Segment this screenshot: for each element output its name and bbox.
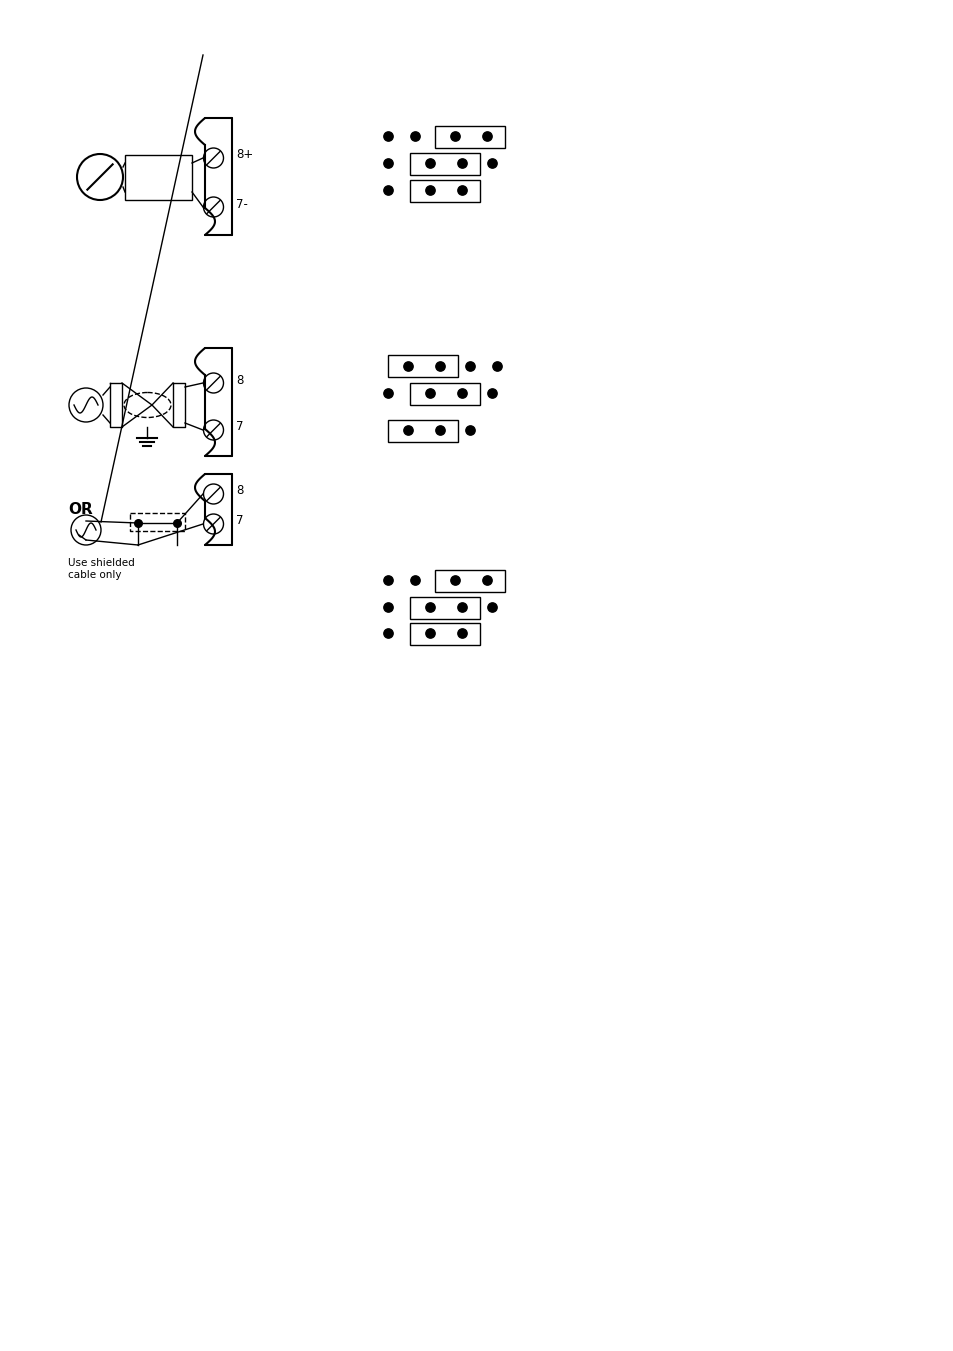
Bar (435, 570, 504, 592)
Point (380, 153, 395, 174)
Point (380, 180, 395, 201)
Point (432, 355, 447, 377)
Text: 7: 7 (235, 515, 243, 527)
Point (422, 596, 437, 617)
Point (380, 382, 395, 404)
Point (454, 382, 469, 404)
Point (422, 153, 437, 174)
Text: 7: 7 (235, 420, 243, 434)
Point (454, 623, 469, 644)
Point (400, 355, 416, 377)
Point (131, 512, 146, 534)
Point (489, 355, 504, 377)
Point (478, 126, 494, 147)
Bar (125, 155, 192, 200)
Point (407, 126, 422, 147)
Point (484, 153, 499, 174)
Point (432, 419, 447, 440)
Point (478, 569, 494, 590)
Point (454, 180, 469, 201)
Bar (388, 420, 457, 442)
Bar (388, 355, 457, 377)
Bar (410, 623, 479, 644)
Bar (435, 126, 504, 149)
Point (422, 180, 437, 201)
Point (380, 623, 395, 644)
Point (380, 569, 395, 590)
Text: Use shielded
cable only: Use shielded cable only (68, 558, 134, 580)
Point (400, 419, 416, 440)
Text: 8: 8 (235, 373, 243, 386)
Text: OR: OR (68, 503, 92, 517)
Point (454, 596, 469, 617)
Point (462, 355, 477, 377)
Bar (410, 180, 479, 203)
Text: 8+: 8+ (235, 149, 253, 162)
Bar (130, 513, 185, 531)
Point (462, 419, 477, 440)
Text: 7-: 7- (235, 197, 248, 211)
Text: 8: 8 (235, 485, 243, 497)
Point (484, 382, 499, 404)
Point (454, 153, 469, 174)
Bar (410, 597, 479, 619)
Point (447, 569, 462, 590)
Point (380, 126, 395, 147)
Point (422, 623, 437, 644)
Bar (410, 382, 479, 405)
Point (170, 512, 185, 534)
Point (447, 126, 462, 147)
Point (422, 382, 437, 404)
Bar (410, 153, 479, 176)
Point (484, 596, 499, 617)
Point (407, 569, 422, 590)
Point (380, 596, 395, 617)
